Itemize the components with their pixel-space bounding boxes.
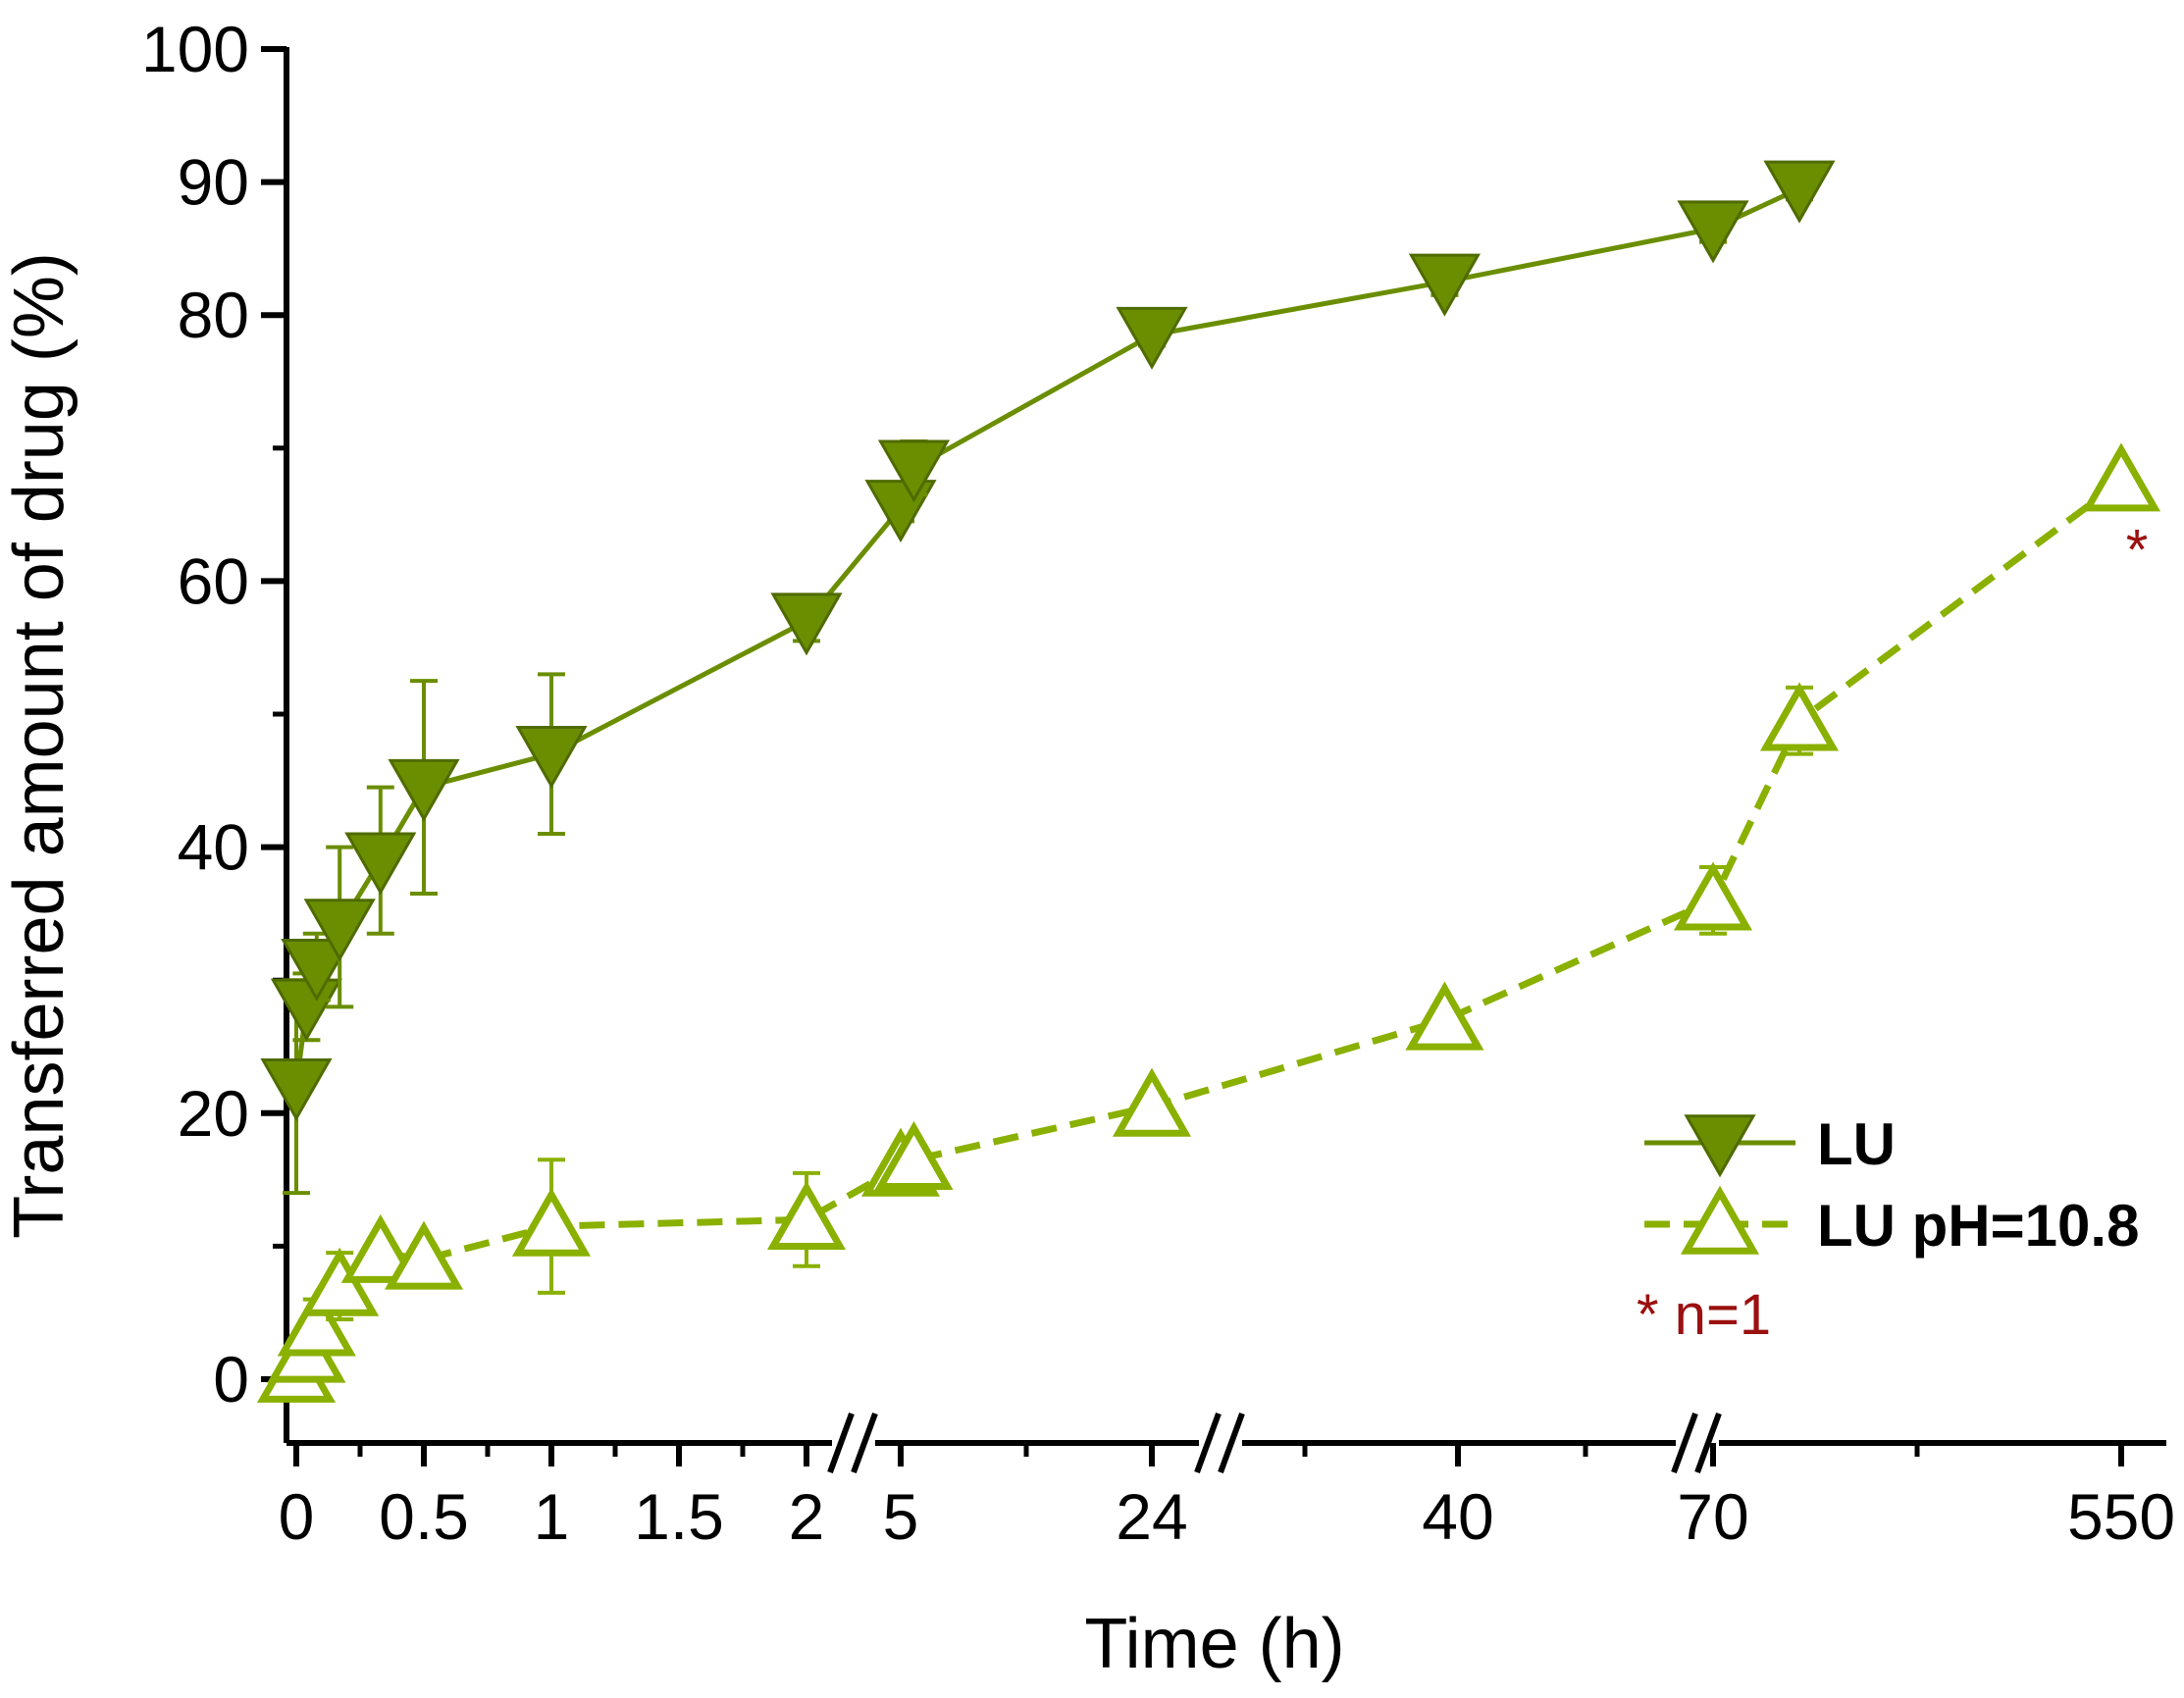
series-lu [260,160,1836,1196]
data-point [1673,861,1753,931]
data-point [1405,981,1484,1051]
axes: 0 20 40 60 80 90 100 0 0.5 1 1.5 2 5 24 40 70 550 [141,13,2175,1553]
series-layer: * [256,160,2161,1403]
data-point [340,1213,420,1283]
series-line [293,186,1801,1087]
data-point [281,938,353,1002]
y-tick-label: 40 [178,811,249,884]
y-tick-label: 80 [178,279,249,351]
y-tick-label: 20 [178,1077,249,1150]
note-n1: * n=1 [1637,1283,1771,1347]
data-point [770,592,843,656]
axis-break-mark [851,1412,878,1474]
y-tick-label: 60 [178,544,249,617]
axis-break-mark [1694,1412,1722,1474]
data-point [874,1120,954,1190]
x-tick-label: 0.5 [379,1480,469,1553]
data-point [864,480,937,543]
data-point [1116,306,1188,370]
data-point [1763,160,1836,224]
x-tick-label: 1 [534,1480,570,1553]
x-tick-label: 40 [1422,1480,1493,1553]
series-lu-ph10-8 [256,442,2161,1403]
axis-break-mark [1218,1412,1245,1474]
data-point [344,832,417,896]
data-point [1759,682,1840,751]
x-axis-title: Time (h) [1084,1605,1344,1683]
data-point [877,439,951,503]
x-tick-label: 5 [883,1480,919,1553]
axis-break-mark [827,1412,855,1474]
data-point [277,1287,356,1357]
x-tick-label: 1.5 [634,1480,724,1553]
x-tick-label: 24 [1116,1480,1187,1553]
data-point [260,1057,333,1122]
legend-marker-lu [1684,1114,1756,1178]
data-point [515,725,588,790]
data-point [1408,253,1482,317]
y-tick-label: 90 [178,146,249,219]
x-tick-label: 2 [789,1480,825,1553]
y-axis-title: Transferred amount of drug (%) [0,252,78,1239]
annotation-star: * [2126,519,2149,583]
legend-label-lu: LU [1817,1111,1896,1177]
data-point [270,978,342,1042]
x-tick-label: 0 [279,1480,315,1553]
data-point [766,1180,847,1250]
data-point [1112,1067,1192,1137]
axis-break-mark [1671,1412,1698,1474]
x-tick-label: 550 [2067,1480,2175,1553]
legend: LU LU pH=10.8 * n=1 [1637,1111,2139,1347]
legend-marker-lu-ph [1680,1185,1760,1255]
legend-label-lu-ph: LU pH=10.8 [1817,1193,2139,1259]
data-point [2081,442,2161,512]
data-point [1677,200,1749,264]
data-point [511,1187,592,1257]
y-tick-label: 100 [141,13,249,85]
data-point [303,899,376,962]
x-tick-label: 70 [1677,1480,1748,1553]
data-point [388,758,460,822]
y-tick-label: 0 [213,1343,249,1415]
data-point [384,1220,464,1290]
axis-break-mark [1194,1412,1222,1474]
data-point [300,1247,380,1316]
